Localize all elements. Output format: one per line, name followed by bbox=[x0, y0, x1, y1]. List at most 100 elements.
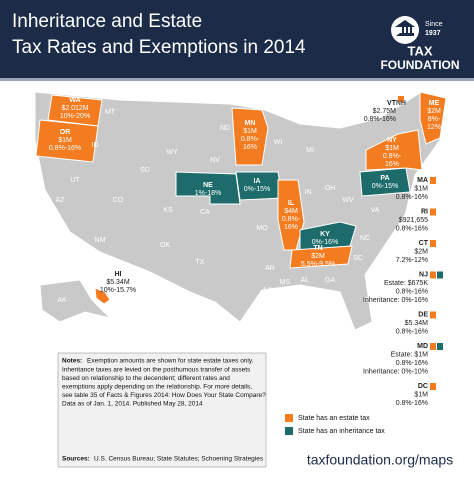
notes-text: exemptions apply depending on the relati… bbox=[62, 384, 252, 391]
state-value: 10%-15.7% bbox=[100, 287, 136, 294]
estate-marker bbox=[398, 96, 404, 102]
state-value: $1M bbox=[58, 137, 72, 144]
notes-text: Exemption amounts are shown for state es… bbox=[87, 358, 254, 365]
state-abbr: MS bbox=[280, 279, 291, 286]
state-abbr: WY bbox=[166, 149, 178, 156]
state-value: 16% bbox=[284, 224, 298, 231]
state-value: $4M bbox=[284, 208, 298, 215]
state-value: 10%-20% bbox=[60, 113, 90, 120]
state-abbr: DC bbox=[418, 383, 428, 390]
notes-text: based on relationship to the decendent; … bbox=[62, 375, 230, 382]
state-abbr: GA bbox=[325, 277, 335, 284]
notes-text: Inheritance taxes are levied on the post… bbox=[62, 366, 251, 373]
alaska bbox=[39, 279, 112, 323]
state-abbr: MD bbox=[417, 343, 428, 350]
state-value: $1M bbox=[414, 391, 428, 398]
state-abbr: WI bbox=[274, 139, 283, 146]
state-abbr: WA bbox=[69, 97, 80, 104]
state-abbr: WV bbox=[342, 197, 354, 204]
state-value: $921,655 bbox=[399, 217, 428, 224]
state-shape bbox=[231, 107, 269, 166]
state-shape bbox=[94, 287, 111, 305]
state-marker bbox=[430, 383, 436, 390]
state-abbr: AR bbox=[265, 265, 275, 272]
state-abbr: NJ bbox=[419, 271, 428, 278]
title: Inheritance and Estate bbox=[12, 11, 202, 32]
state-abbr: KS bbox=[163, 207, 173, 214]
state-value: 8%- bbox=[428, 116, 441, 123]
state-value: $2.012M bbox=[61, 105, 88, 112]
state-value: $1M bbox=[414, 185, 428, 192]
state-abbr: PA bbox=[380, 175, 389, 182]
legend-swatch bbox=[285, 427, 293, 435]
state-abbr: MA bbox=[417, 177, 428, 184]
state-value: 12% bbox=[427, 124, 441, 131]
state-abbr: OK bbox=[160, 242, 170, 249]
state-value: 0.8%-16% bbox=[396, 194, 428, 201]
state-abbr: KY bbox=[320, 231, 330, 238]
state-abbr: MN bbox=[245, 120, 256, 127]
state-abbr: RI bbox=[421, 208, 428, 215]
state-value: $1M bbox=[385, 145, 399, 152]
footer-url: taxfoundation.org/maps bbox=[307, 452, 453, 468]
state-shape bbox=[419, 91, 447, 145]
state-abbr: DE bbox=[418, 311, 428, 318]
state-value: 0.8%- bbox=[241, 136, 260, 143]
logo-year: 1937 bbox=[425, 30, 441, 37]
state-value: $2M bbox=[427, 108, 441, 115]
state-marker bbox=[437, 271, 443, 279]
state-value: $5.34M bbox=[106, 279, 130, 286]
state-marker bbox=[430, 311, 436, 319]
state-value: $2M bbox=[311, 253, 325, 260]
state-shape bbox=[289, 245, 353, 269]
state-value: 0.8%-16% bbox=[364, 116, 396, 123]
notes-text: see table 35 of Facts & Figures 2014: Ho… bbox=[62, 392, 266, 399]
state-abbr: NE bbox=[203, 182, 213, 189]
state-marker bbox=[430, 208, 436, 216]
state-abbr: FL bbox=[364, 297, 372, 304]
state-value: 0.8%-16% bbox=[396, 288, 428, 295]
state-abbr: NM bbox=[95, 237, 106, 244]
state-shape bbox=[35, 119, 99, 163]
state-value: 16% bbox=[385, 161, 399, 168]
state-abbr: UT bbox=[70, 177, 80, 184]
state-value: 0.8%- bbox=[282, 216, 301, 223]
logo-icon bbox=[395, 20, 415, 36]
state-value: 1%-18% bbox=[195, 190, 221, 197]
state-value: 0%-16% bbox=[312, 239, 338, 246]
notes-label: Notes: bbox=[62, 358, 82, 365]
logo-since: Since bbox=[425, 21, 443, 28]
header-rule bbox=[0, 78, 474, 81]
state-abbr: IL bbox=[288, 200, 295, 207]
state-value: 0.8%-16% bbox=[396, 225, 428, 232]
state-abbr: CA bbox=[200, 209, 210, 216]
state-abbr: HI bbox=[115, 271, 122, 278]
state-abbr: CO bbox=[113, 197, 124, 204]
legend-label: State has an inheritance tax bbox=[298, 428, 385, 435]
state-abbr: NH bbox=[396, 100, 406, 107]
notes-box bbox=[57, 352, 267, 468]
legend-label: State has an estate tax bbox=[298, 415, 370, 422]
state-abbr: AZ bbox=[56, 197, 66, 204]
state-abbr: NC bbox=[360, 235, 370, 242]
state-shape bbox=[365, 129, 423, 171]
state-abbr: MI bbox=[306, 147, 314, 154]
state-abbr: IA bbox=[254, 178, 261, 185]
us-landmass bbox=[34, 91, 447, 331]
state-value: 0%-15% bbox=[244, 186, 270, 193]
state-value: Inheritance: 0%-10% bbox=[363, 368, 428, 375]
state-abbr: LA bbox=[264, 287, 273, 294]
state-value: Estate: $1M bbox=[391, 351, 429, 358]
state-value: 16% bbox=[243, 144, 257, 151]
state-value: $1M bbox=[243, 128, 257, 135]
state-value: 0.8%-16% bbox=[396, 328, 428, 335]
state-value: 0%-15% bbox=[372, 183, 398, 190]
state-marker bbox=[437, 343, 443, 350]
state-abbr: OH bbox=[325, 185, 336, 192]
state-abbr: OR bbox=[60, 129, 71, 136]
state-abbr: ND bbox=[220, 125, 230, 132]
state-value: Estate: $675K bbox=[384, 280, 428, 287]
state-marker bbox=[430, 177, 436, 184]
state-abbr: SC bbox=[353, 255, 363, 262]
